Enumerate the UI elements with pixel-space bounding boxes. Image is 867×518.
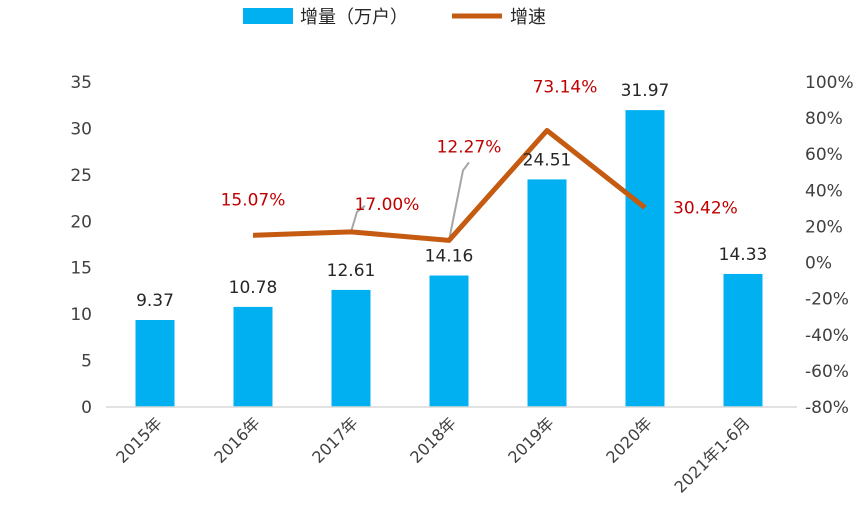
- right-axis-tick-label: 0%: [805, 254, 832, 274]
- legend-bar-swatch: [243, 8, 293, 24]
- bar-value-label: 14.33: [719, 245, 768, 265]
- right-axis-tick-label: 40%: [805, 181, 843, 201]
- category-label: 2016年: [210, 413, 264, 467]
- right-axis-tick-label: 80%: [805, 109, 843, 129]
- left-axis-tick-label: 20: [70, 212, 92, 232]
- left-axis-tick-label: 15: [70, 259, 92, 279]
- right-axis-tick-label: -20%: [805, 290, 849, 310]
- bar-value-label: 14.16: [425, 247, 474, 267]
- rate-value-label: 17.00%: [355, 195, 420, 215]
- rate-value-label: 73.14%: [533, 77, 598, 97]
- left-axis-tick-label: 25: [70, 166, 92, 186]
- left-axis-tick-label: 10: [70, 305, 92, 325]
- rate-line-series: [252, 127, 647, 243]
- category-label: 2021年1-6月: [670, 413, 753, 496]
- bar-series: [135, 110, 763, 407]
- right-axis-tick-label: -80%: [805, 398, 849, 418]
- right-axis-tick-label: 100%: [805, 73, 854, 93]
- label-leader-line: [448, 161, 470, 241]
- legend-bar-label: 增量（万户）: [300, 7, 408, 28]
- right-axis-tick-label: 20%: [805, 217, 843, 237]
- bar: [723, 273, 763, 407]
- left-axis-tick-label: 30: [70, 119, 92, 139]
- bar-value-label: 31.97: [621, 81, 670, 101]
- label-leader-lines: [350, 161, 470, 241]
- category-label: 2018年: [406, 413, 460, 467]
- bar: [527, 179, 567, 407]
- bar: [233, 306, 273, 407]
- right-axis-tick-label: -60%: [805, 362, 849, 382]
- right-axis-tick-label: -40%: [805, 326, 849, 346]
- bar-value-label: 12.61: [327, 261, 376, 281]
- left-y-axis: 0 5 10 15 20 25 30 35: [70, 73, 92, 418]
- category-label: 2020年: [602, 413, 656, 467]
- label-leader-line: [350, 205, 366, 233]
- bar: [429, 275, 469, 407]
- bar: [331, 289, 371, 407]
- rate-value-label: 15.07%: [221, 190, 286, 210]
- left-axis-tick-label: 35: [70, 73, 92, 93]
- category-label: 2017年: [308, 413, 362, 467]
- bar-value-labels: 9.37 10.78 12.61 14.16 24.51 31.97 14.33: [136, 81, 767, 311]
- bar-value-label: 10.78: [229, 278, 278, 298]
- bar: [135, 319, 175, 407]
- left-axis-tick-label: 5: [81, 352, 92, 372]
- right-y-axis: -80% -60% -40% -20% 0% 20% 40% 60% 80% 100%: [805, 73, 854, 418]
- bar-value-label: 24.51: [523, 150, 572, 170]
- rate-value-labels: 15.07% 17.00% 12.27% 73.14% 30.42%: [221, 77, 738, 218]
- category-label: 2015年: [112, 413, 166, 467]
- rate-value-label: 30.42%: [673, 199, 738, 219]
- category-label: 2019年: [504, 413, 558, 467]
- rate-line: [252, 127, 647, 243]
- right-axis-tick-label: 60%: [805, 145, 843, 165]
- legend-line-label: 增速: [510, 7, 546, 28]
- bar: [625, 110, 665, 407]
- bar-value-label: 9.37: [136, 291, 174, 311]
- left-axis-tick-label: 0: [81, 398, 92, 418]
- x-axis-categories: 2015年 2016年 2017年 2018年 2019年 2020年 2021年1-6月: [112, 413, 754, 496]
- chart-legend: 增量（万户） 增速: [243, 7, 546, 28]
- rate-value-label: 12.27%: [437, 137, 502, 157]
